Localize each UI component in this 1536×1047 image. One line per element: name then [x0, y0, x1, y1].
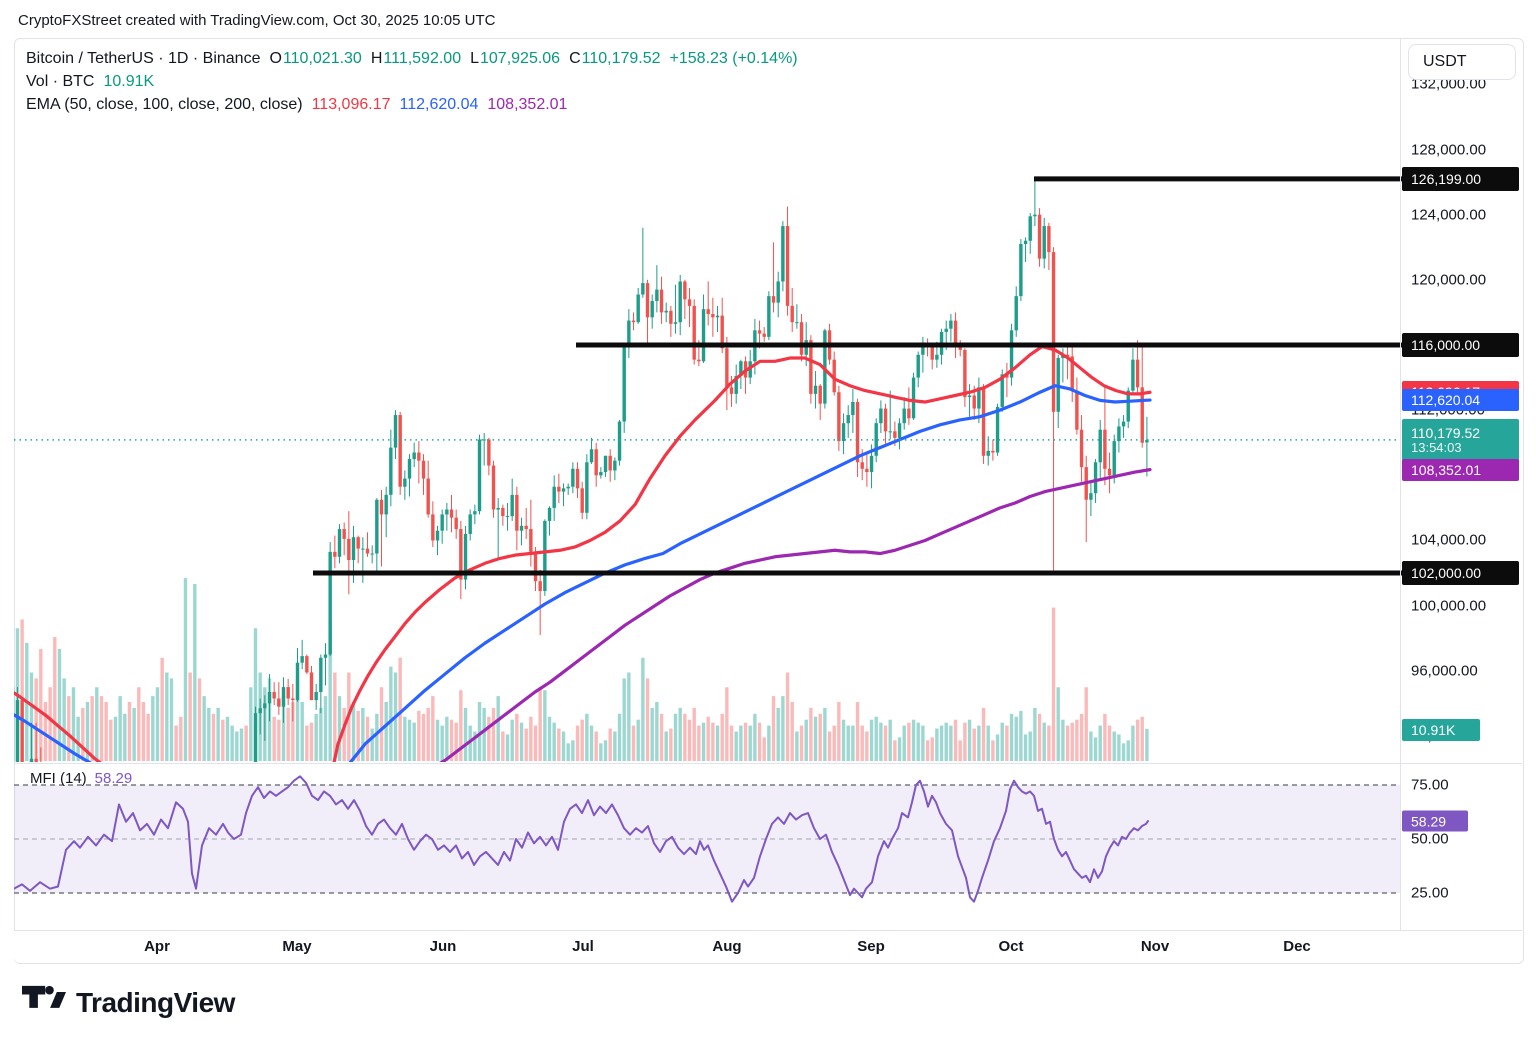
price-tick: 104,000.00: [1411, 531, 1487, 549]
price-axis[interactable]: 132,000.00 128,000.00 124,000.00 120,000.00…: [1402, 38, 1523, 962]
month-label: Oct: [998, 938, 1024, 955]
low-label: L: [470, 50, 479, 67]
month-label: Dec: [1283, 938, 1311, 955]
close-value: 110,179.52: [581, 50, 661, 67]
mfi-tick: 75.00: [1411, 776, 1449, 794]
month-label: Sep: [857, 938, 885, 955]
month-label: May: [282, 938, 312, 955]
mfi-tick: 25.00: [1411, 884, 1449, 902]
month-label: Apr: [144, 938, 170, 955]
mfi-label: MFI (14): [30, 770, 87, 787]
legend-volume-row[interactable]: Vol · BTC 10.91K: [26, 73, 798, 91]
change-value: +158.23 (+0.14%): [669, 50, 798, 67]
price-mark: 102,000.00: [1402, 561, 1519, 586]
close-label: C: [569, 50, 581, 67]
chart-card: [14, 38, 1524, 964]
month-label: Nov: [1140, 938, 1170, 955]
page-title: CryptoFXStreet created with TradingView.…: [18, 12, 496, 29]
time-axis[interactable]: Apr May Jun Jul Aug Sep Oct Nov Dec: [14, 930, 1522, 963]
price-axis-divider: [1400, 38, 1401, 962]
price-tick: 100,000.00: [1411, 597, 1487, 615]
price-tick: 96,000.00: [1411, 662, 1478, 680]
price-tick: 128,000.00: [1411, 141, 1487, 159]
volume-mark: 10.91K: [1402, 718, 1480, 741]
price-tick: 132,000.00: [1411, 75, 1487, 93]
price-mark: 108,352.01: [1402, 458, 1519, 481]
high-label: H: [370, 50, 383, 67]
high-value: 111,592.00: [383, 50, 462, 67]
open-label: O: [269, 50, 282, 67]
mfi-legend[interactable]: MFI (14) 58.29: [30, 770, 132, 787]
ema-label: EMA (50, close, 100, close, 200, close): [26, 96, 303, 113]
pane-divider: [14, 763, 1522, 764]
mfi-value: 58.29: [94, 770, 133, 787]
price-tick: 124,000.00: [1411, 206, 1487, 224]
tradingview-logo[interactable]: TradingView: [22, 984, 235, 1022]
chart-legend: Bitcoin / TetherUS · 1D · Binance O 110,0…: [26, 50, 798, 119]
low-value: 107,925.06: [480, 50, 561, 67]
price-mark: 112,620.04: [1402, 389, 1519, 412]
volume-label: Vol · BTC: [26, 73, 95, 90]
volume-value: 10.91K: [103, 73, 155, 90]
ema100-value: 112,620.04: [399, 96, 479, 113]
legend-main-row[interactable]: Bitcoin / TetherUS · 1D · Binance O 110,0…: [26, 50, 798, 68]
price-tick: 120,000.00: [1411, 271, 1487, 289]
month-label: Aug: [712, 938, 742, 955]
month-label: Jul: [572, 938, 594, 955]
price-mark: 110,179.52 13:54:03: [1402, 418, 1519, 461]
ema200-value: 108,352.01: [487, 96, 568, 113]
mfi-mark: 58.29: [1402, 810, 1468, 832]
currency-button[interactable]: USDT: [1408, 44, 1516, 80]
month-label: Jun: [429, 938, 457, 955]
price-mark: 116,000.00: [1402, 333, 1519, 357]
currency-button-label: USDT: [1423, 53, 1467, 70]
series-title: Bitcoin / TetherUS · 1D · Binance: [26, 50, 261, 67]
legend-ema-row[interactable]: EMA (50, close, 100, close, 200, close) …: [26, 96, 798, 114]
price-mark: 126,199.00: [1402, 166, 1519, 191]
mfi-tick: 50.00: [1411, 830, 1449, 848]
tradingview-logo-icon: [22, 985, 66, 1008]
ema50-value: 113,096.17: [311, 96, 391, 113]
open-value: 110,021.30: [282, 50, 362, 67]
tradingview-logo-text: TradingView: [76, 987, 235, 1018]
